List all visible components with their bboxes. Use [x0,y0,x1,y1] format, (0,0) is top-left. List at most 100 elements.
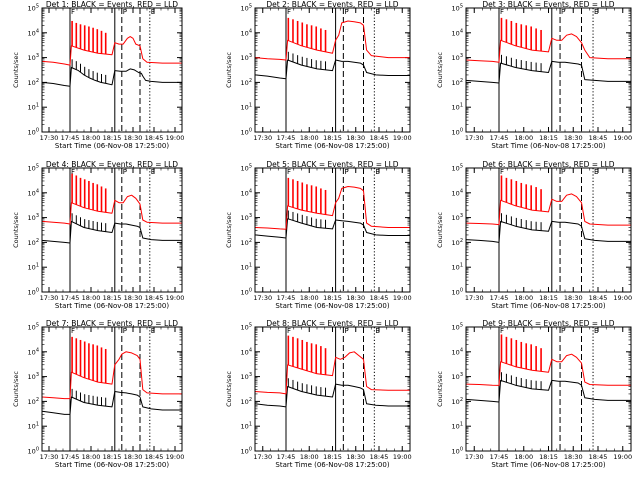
y-tick-label: 100 [241,288,252,297]
x-axis-label: Start Time (06-Nov-08 17:25:00) [275,142,389,150]
event-marker-label: F [287,327,291,335]
x-tick-label: 18:30 [124,294,143,302]
event-marker-label: F [287,168,291,176]
y-tick-exponent: 3 [460,213,463,219]
x-tick-label: 18:45 [589,134,608,142]
panel-title: Det 7: BLACK = Events, RED = LLD [46,319,178,328]
x-tick-label: 19:00 [393,453,412,461]
y-tick-exponent: 1 [249,263,252,269]
x-tick-label: 18:30 [564,294,583,302]
y-tick-exponent: 5 [249,4,252,10]
y-axis-label: Counts/sec [225,52,233,88]
x-tick-label: 18:30 [346,453,365,461]
y-tick-exponent: 5 [249,164,252,170]
detector-panel-6: Det 6: BLACK = Events, RED = LLD10010110… [436,160,632,310]
x-axis-label: Start Time (06-Nov-08 17:25:00) [55,461,169,469]
lld-series-line [42,194,182,225]
y-tick-base: 10 [28,54,36,62]
y-tick-base: 10 [28,104,36,112]
plot-area [466,327,631,451]
y-tick-exponent: 2 [36,238,39,244]
y-tick-base: 10 [452,214,460,222]
lld-series-line [466,193,631,226]
y-tick-exponent: 0 [36,288,39,294]
x-tick-label: 17:30 [253,294,272,302]
y-tick-exponent: 1 [249,103,252,109]
y-tick-base: 10 [241,398,249,406]
detector-panel-5: Det 5: BLACK = Events, RED = LLD10010110… [225,160,412,310]
panel-title: Det 9: BLACK = Events, RED = LLD [482,319,614,328]
x-tick-label: 17:30 [40,134,59,142]
event-marker-label: P [123,8,127,16]
x-tick-label: 17:45 [277,294,296,302]
x-tick-label: 17:30 [465,294,484,302]
y-tick-exponent: 4 [36,28,39,34]
y-tick-exponent: 2 [249,78,252,84]
y-tick-base: 10 [28,324,36,332]
x-tick-label: 19:00 [613,294,632,302]
y-tick-base: 10 [241,54,249,62]
x-tick-label: 19:00 [166,134,185,142]
y-tick-exponent: 2 [36,397,39,403]
y-tick-exponent: 3 [249,372,252,378]
plot-frame [254,7,411,133]
event-marker-label: E [375,168,379,176]
event-marker-label: E [151,8,155,16]
x-tick-label: 18:30 [124,134,143,142]
x-axis-label: Start Time (06-Nov-08 17:25:00) [491,142,605,150]
x-axis-label: Start Time (06-Nov-08 17:25:00) [55,142,169,150]
y-axis-label: Counts/sec [225,212,233,248]
y-tick-base: 10 [452,54,460,62]
y-tick-label: 102 [241,238,252,247]
x-tick-label: 18:30 [564,134,583,142]
y-tick-exponent: 2 [460,238,463,244]
y-tick-exponent: 3 [460,53,463,59]
detector-panel-3: Det 3: BLACK = Events, RED = LLD10010110… [436,0,632,150]
plot-area [42,327,182,451]
y-tick-label: 100 [28,128,39,137]
x-tick-label: 17:30 [465,134,484,142]
y-tick-base: 10 [241,348,249,356]
y-tick-label: 103 [241,372,252,381]
event-marker-label: E [375,8,379,16]
y-tick-label: 105 [241,4,252,13]
x-tick-label: 17:45 [277,453,296,461]
x-tick-label: 18:00 [514,453,533,461]
detector-panel-1: Det 1: BLACK = Events, RED = LLD10010110… [12,0,184,150]
y-tick-base: 10 [241,79,249,87]
event-marker-label: E [151,168,155,176]
y-tick-label: 103 [28,372,39,381]
y-tick-exponent: 1 [36,422,39,428]
y-tick-label: 102 [28,238,39,247]
y-axis-label: Counts/sec [225,371,233,407]
detector-panel-9: Det 9: BLACK = Events, RED = LLD10010110… [436,319,632,469]
event-marker-label: F [500,168,504,176]
y-tick-base: 10 [28,189,36,197]
y-tick-base: 10 [28,165,36,173]
y-tick-label: 103 [28,53,39,62]
y-tick-base: 10 [452,29,460,37]
y-tick-base: 10 [28,79,36,87]
y-tick-base: 10 [28,5,36,13]
y-tick-base: 10 [452,129,460,137]
plot-frame [465,7,632,133]
panel-title: Det 8: BLACK = Events, RED = LLD [266,319,398,328]
y-tick-label: 102 [452,397,463,406]
x-tick-label: 18:45 [589,294,608,302]
events-series-line [466,60,631,84]
x-tick-label: 17:45 [490,134,509,142]
y-tick-base: 10 [452,239,460,247]
y-tick-base: 10 [452,165,460,173]
y-tick-label: 104 [452,28,463,37]
y-tick-exponent: 2 [36,78,39,84]
plot-frame [41,7,183,133]
event-marker-label: E [151,327,155,335]
x-tick-label: 18:00 [82,294,101,302]
y-tick-base: 10 [28,398,36,406]
y-tick-label: 101 [28,263,39,272]
x-tick-label: 19:00 [613,453,632,461]
y-axis-label: Counts/sec [12,212,20,248]
y-tick-label: 105 [452,164,463,173]
y-tick-label: 100 [241,128,252,137]
